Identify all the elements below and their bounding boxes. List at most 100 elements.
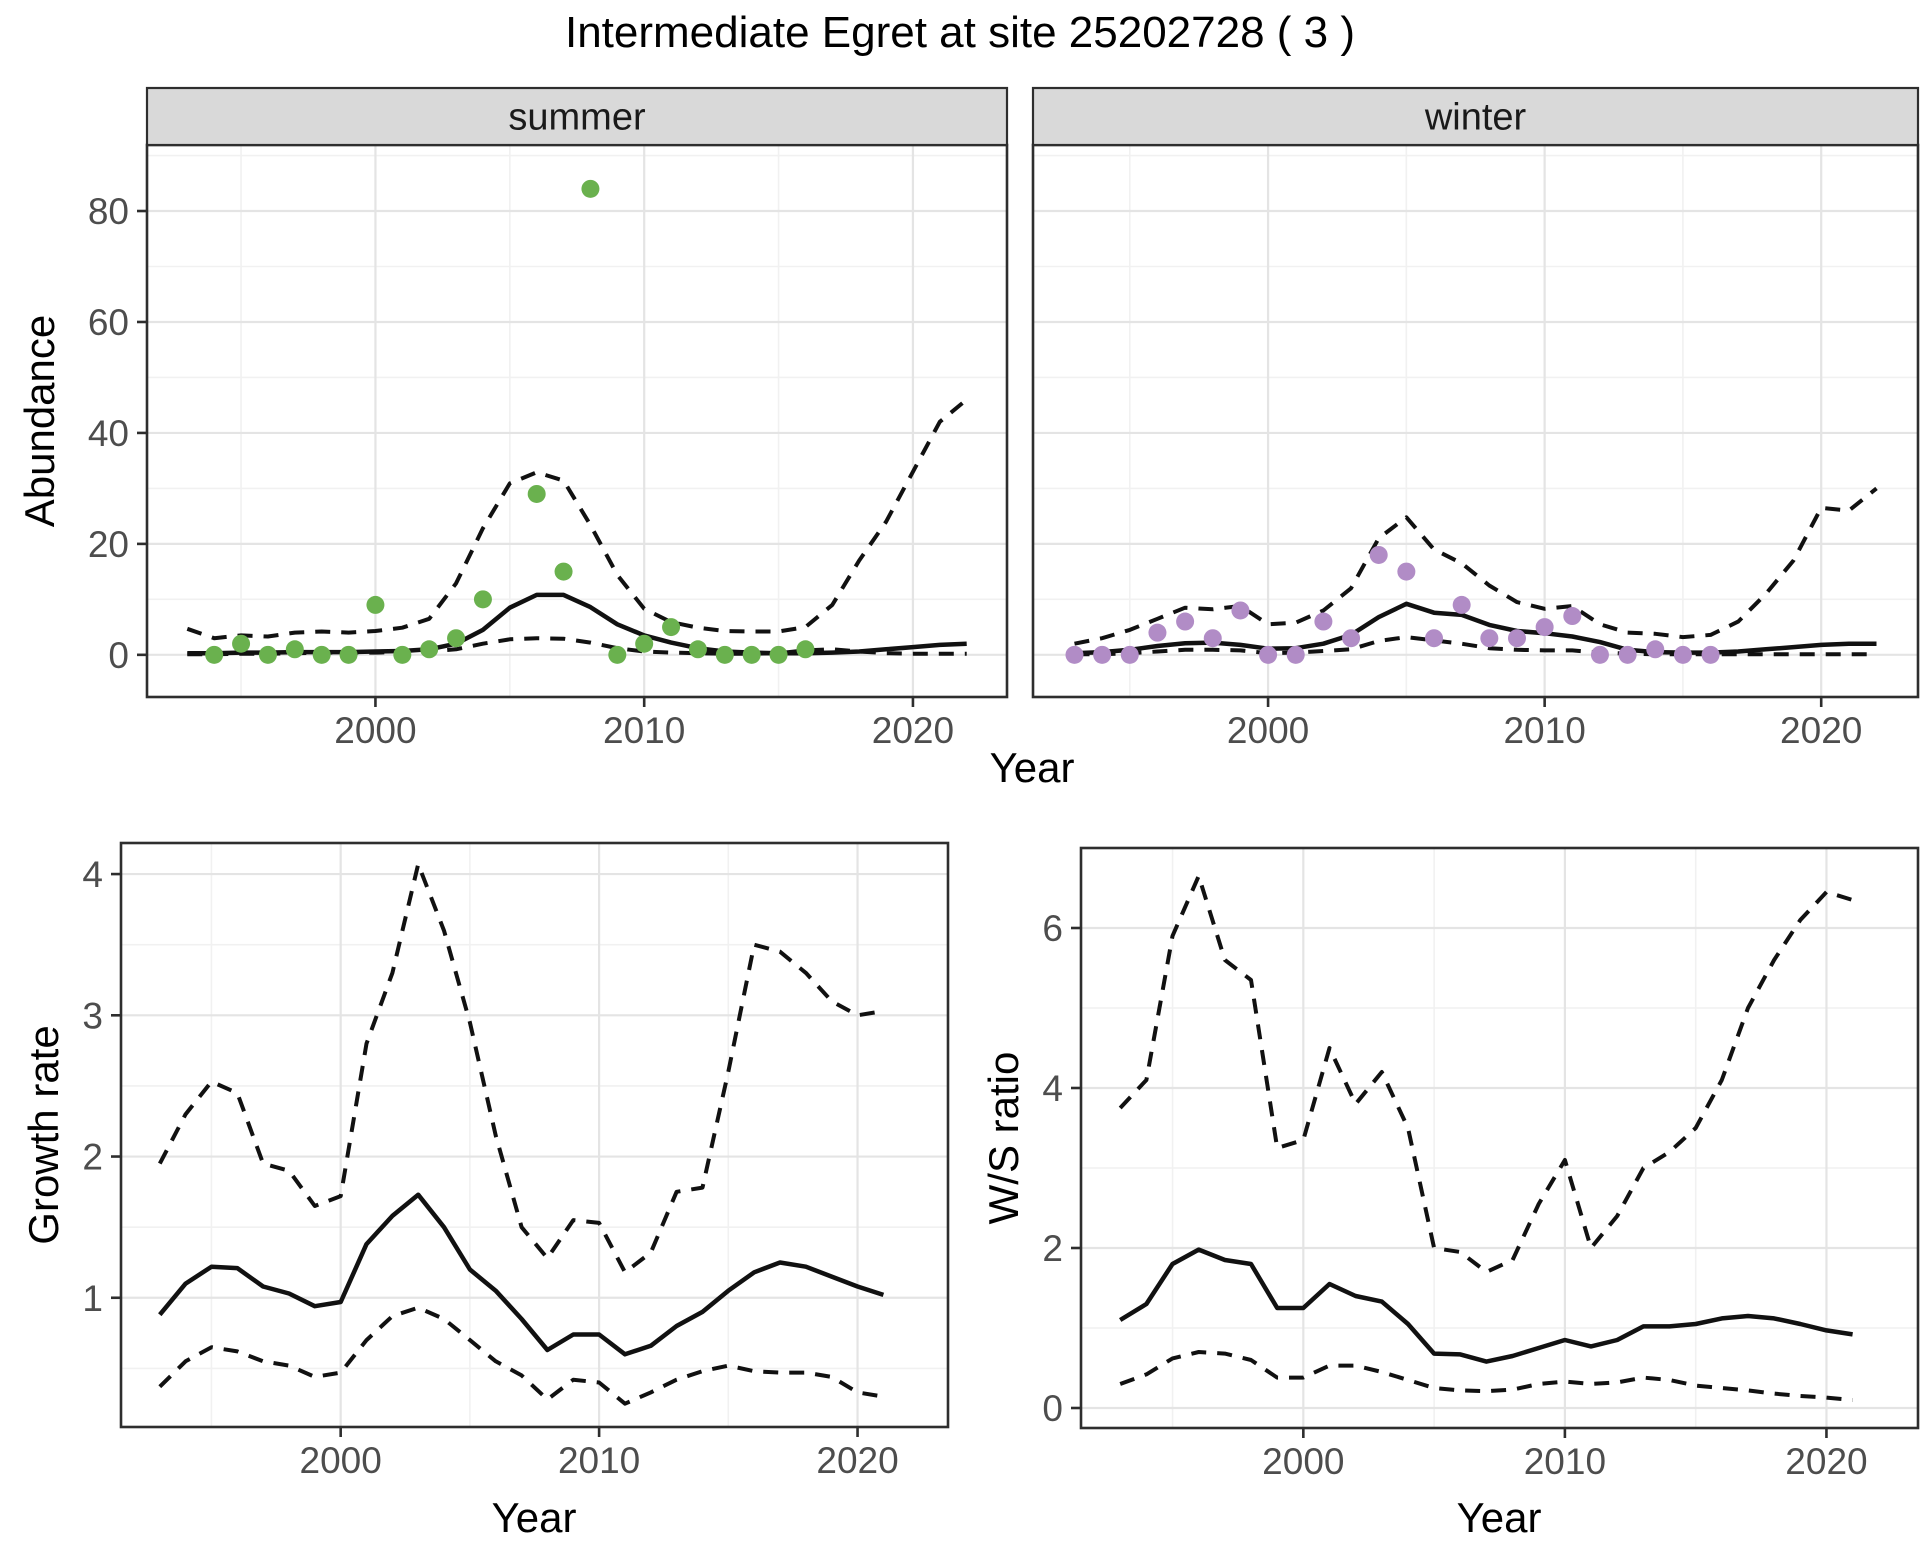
panel-border	[1079, 846, 1920, 1430]
panel-border	[119, 841, 950, 1429]
point-observed-summer	[285, 640, 304, 659]
point-observed-winter	[1148, 623, 1167, 642]
panel-abundance-winter: winter 2000 2010 2020	[1031, 86, 1920, 751]
point-observed-summer	[635, 634, 654, 653]
y-tick-label: 40	[88, 413, 129, 454]
point-observed-winter	[1535, 618, 1554, 637]
y-tick-label: 4	[1042, 1068, 1063, 1109]
point-observed-summer	[662, 618, 681, 637]
x-tick-label: 2000	[1262, 1441, 1344, 1482]
point-observed-summer	[769, 645, 788, 664]
y-tick-label: 3	[82, 995, 103, 1036]
point-observed-winter	[1397, 562, 1416, 581]
point-observed-winter	[1590, 645, 1609, 664]
y-tick-label: 0	[1042, 1388, 1063, 1429]
point-observed-summer	[205, 645, 224, 664]
x-tick-label: 2010	[558, 1440, 640, 1481]
facet-strip	[1031, 86, 1920, 147]
y-tick-label: 0	[108, 635, 129, 676]
point-observed-summer	[527, 484, 546, 503]
x-tick-label: 2020	[872, 710, 954, 751]
point-observed-winter	[1480, 629, 1499, 648]
panel-growth-rate: 2000 2010 2020 1 2 3 4	[82, 841, 950, 1481]
y-tick-label: 2	[82, 1137, 103, 1178]
facet-strip-label: winter	[1424, 97, 1527, 139]
point-observed-winter	[1563, 607, 1582, 626]
x-tick-label: 2020	[1780, 710, 1862, 751]
y-tick-label: 60	[88, 302, 129, 343]
y-tick-label: 1	[82, 1278, 103, 1319]
y-axis-title-abundance: Abundance	[16, 314, 63, 528]
point-observed-summer	[608, 645, 627, 664]
point-observed-winter	[1618, 645, 1637, 664]
point-observed-winter	[1176, 612, 1195, 631]
point-observed-summer	[258, 645, 277, 664]
series-lower-ci	[1119, 1350, 1853, 1402]
x-axis-title-year-bottom-left: Year	[491, 1494, 577, 1541]
point-observed-winter	[1507, 629, 1526, 648]
point-observed-winter	[1065, 645, 1084, 664]
y-tick-label: 2	[1042, 1228, 1063, 1269]
panel-abundance-summer: summer 2000 2010 2020 0 20 40 60 80	[88, 86, 1009, 751]
x-tick-label: 2010	[1503, 710, 1585, 751]
point-observed-summer	[312, 645, 331, 664]
point-observed-winter	[1120, 645, 1139, 664]
x-tick-label: 2000	[300, 1440, 382, 1481]
point-observed-winter	[1286, 645, 1305, 664]
point-observed-winter	[1093, 645, 1112, 664]
x-tick-label: 2000	[334, 710, 416, 751]
y-tick-label: 20	[88, 524, 129, 565]
point-observed-summer	[339, 645, 358, 664]
point-observed-summer	[688, 640, 707, 659]
point-observed-winter	[1369, 545, 1388, 564]
chart-title: Intermediate Egret at site 25202728 ( 3 …	[564, 8, 1356, 57]
point-observed-winter	[1673, 645, 1692, 664]
x-tick-label: 2000	[1227, 710, 1309, 751]
y-tick-label: 6	[1042, 908, 1063, 949]
y-tick-label: 80	[88, 191, 129, 232]
point-observed-winter	[1231, 601, 1250, 620]
series-upper-ci	[186, 398, 968, 641]
point-observed-winter	[1701, 645, 1720, 664]
series-fit	[1119, 1247, 1853, 1364]
series-fit	[158, 1192, 885, 1357]
point-observed-winter	[1342, 629, 1361, 648]
series-layer	[1118, 874, 1854, 1402]
y-axis-title-growth-rate: Growth rate	[20, 1025, 67, 1245]
series-lower-ci	[158, 1305, 884, 1406]
panel-background	[1033, 145, 1918, 697]
x-tick-label: 2010	[1524, 1441, 1606, 1482]
point-observed-summer	[554, 562, 573, 581]
x-tick-label: 2020	[1785, 1441, 1867, 1482]
point-observed-summer	[420, 640, 439, 659]
point-observed-winter	[1259, 645, 1278, 664]
point-observed-summer	[232, 634, 251, 653]
point-observed-summer	[742, 645, 761, 664]
x-axis-title-year-bottom-right: Year	[1456, 1494, 1542, 1541]
series-lower-ci	[1074, 635, 1877, 657]
facet-strip-label: summer	[508, 97, 646, 139]
point-observed-summer	[366, 595, 385, 614]
series-lower-ci	[187, 636, 967, 657]
point-observed-summer	[796, 640, 815, 659]
series-upper-ci	[1118, 874, 1854, 1274]
point-observed-winter	[1314, 612, 1333, 631]
x-axis-title-year-top: Year	[989, 744, 1075, 791]
point-observed-summer	[581, 179, 600, 198]
point-observed-winter	[1425, 629, 1444, 648]
panel-ws-ratio: 2000 2010 2020 0 2 4 6	[1042, 846, 1920, 1482]
point-observed-summer	[715, 645, 734, 664]
point-observed-winter	[1452, 595, 1471, 614]
point-observed-summer	[473, 590, 492, 609]
point-observed-winter	[1203, 629, 1222, 648]
series-upper-ci	[1074, 486, 1878, 646]
point-observed-winter	[1646, 640, 1665, 659]
facet-strip	[145, 86, 1009, 147]
series-layer	[158, 862, 885, 1406]
point-observed-summer	[393, 645, 412, 664]
point-observed-summer	[447, 629, 466, 648]
x-tick-label: 2020	[816, 1440, 898, 1481]
y-axis-title-ws-ratio: W/S ratio	[980, 1051, 1027, 1225]
